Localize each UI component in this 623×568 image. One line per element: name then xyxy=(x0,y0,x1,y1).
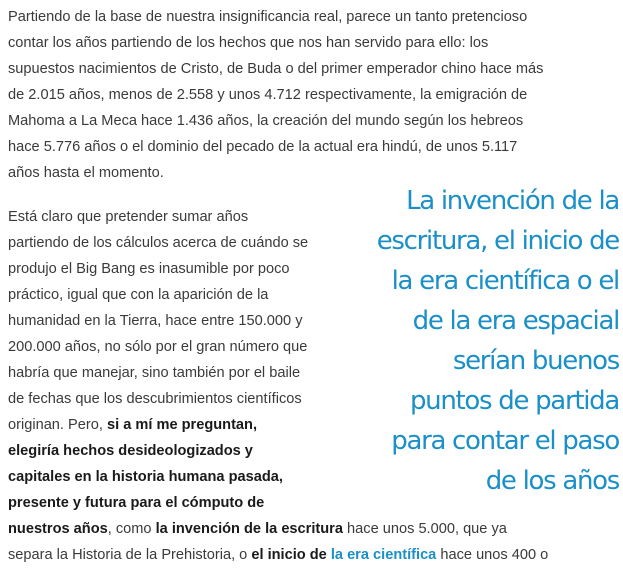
text-line: supuestos nacimientos de Cristo, de Buda… xyxy=(8,56,543,82)
text: humanidad en la Tierra, hace entre 150.0… xyxy=(8,313,303,329)
bold-text: presente y futura para el cómputo de xyxy=(8,495,265,511)
text-line: 200.000 años, no sólo por el gran número… xyxy=(8,334,307,360)
text-line: originan. Pero, si a mí me preguntan, xyxy=(8,412,257,438)
pull-quote-line: de la era espacial xyxy=(412,306,621,336)
text: separa la Historia de la Prehistoria, o xyxy=(8,547,252,563)
text-line: produjo el Big Bang es inasumible por po… xyxy=(8,256,290,282)
bold-text: nuestros años xyxy=(8,521,108,537)
pull-quote-line: puntos de partida xyxy=(409,386,620,416)
text: , como xyxy=(107,521,156,537)
text: hace 5.776 años o el dominio del pecado … xyxy=(8,139,518,155)
text: de fechas que los descubrimientos cientí… xyxy=(8,391,302,407)
pull-quote-line: serían buenos xyxy=(452,346,620,376)
text-line: práctico, igual que con la aparición de … xyxy=(8,282,268,308)
pull-quote-line: escritura, el inicio de xyxy=(376,226,621,256)
text: partiendo de los cálculos acerca de cuán… xyxy=(8,235,309,251)
text-line: separa la Historia de la Prehistoria, o … xyxy=(8,542,548,568)
pull-quote-line: la era científica o el xyxy=(391,266,621,296)
text-line: años hasta el momento. xyxy=(8,160,164,186)
pull-quote-line: de los años xyxy=(485,466,621,496)
text-line: Mahoma a La Meca hace 1.436 años, la cre… xyxy=(8,108,523,134)
text: produjo el Big Bang es inasumible por po… xyxy=(8,261,290,277)
text-line: contar los años partiendo de los hechos … xyxy=(8,30,488,56)
text-line: nuestros años, como la invención de la e… xyxy=(8,516,507,542)
text: originan. Pero, xyxy=(8,417,107,433)
text-line: presente y futura para el cómputo de xyxy=(8,490,264,516)
text-line: elegiría hechos desideologizados y xyxy=(8,438,253,464)
bold-text: capitales en la historia humana pasada, xyxy=(8,469,283,485)
text-line: de fechas que los descubrimientos cientí… xyxy=(8,386,302,412)
bold-text: elegiría hechos desideologizados y xyxy=(8,443,253,459)
text-line: capitales en la historia humana pasada, xyxy=(8,464,283,490)
text: 200.000 años, no sólo por el gran número… xyxy=(8,339,308,355)
text-line: hace 5.776 años o el dominio del pecado … xyxy=(8,134,517,160)
text-line: de 2.015 años, menos de 2.558 y unos 4.7… xyxy=(8,82,527,108)
text-line: partiendo de los cálculos acerca de cuán… xyxy=(8,230,308,256)
text: hace unos 5.000, que ya xyxy=(342,521,507,537)
text: Mahoma a La Meca hace 1.436 años, la cre… xyxy=(8,113,524,129)
text: supuestos nacimientos de Cristo, de Buda… xyxy=(8,61,544,77)
bold-text: la invención de la escritura xyxy=(155,521,343,537)
pull-quote-line: La invención de la xyxy=(406,186,620,216)
text-line: habría que manejar, sino también por el … xyxy=(8,360,300,386)
text-line: Partiendo de la base de nuestra insignif… xyxy=(8,4,527,30)
text: habría que manejar, sino también por el … xyxy=(8,365,301,381)
text: años hasta el momento. xyxy=(8,165,164,181)
text-line: humanidad en la Tierra, hace entre 150.0… xyxy=(8,308,303,334)
text: de 2.015 años, menos de 2.558 y unos 4.7… xyxy=(8,87,528,103)
text: Partiendo de la base de nuestra insignif… xyxy=(8,9,528,25)
text-line: Está claro que pretender sumar años xyxy=(8,204,248,230)
pull-quote-line: para contar el paso xyxy=(391,426,620,456)
text: contar los años partiendo de los hechos … xyxy=(8,35,489,51)
bold-text: el inicio de xyxy=(251,547,327,563)
text: Está claro que pretender sumar años xyxy=(8,209,249,225)
link[interactable]: la era científica xyxy=(330,547,437,563)
text: hace unos 400 o xyxy=(436,547,549,563)
text: práctico, igual que con la aparición de … xyxy=(8,287,269,303)
bold-text: si a mí me preguntan, xyxy=(106,417,258,433)
